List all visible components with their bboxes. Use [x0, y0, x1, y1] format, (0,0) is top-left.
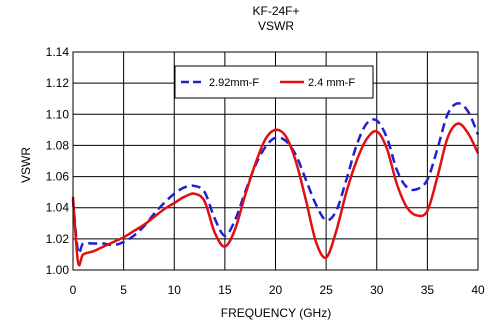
x-tick-label: 5 [120, 283, 127, 297]
x-tick-label: 35 [421, 283, 435, 297]
y-tick-label: 1.10 [46, 107, 70, 121]
x-tick-label: 25 [319, 283, 333, 297]
plot-frame [72, 51, 479, 271]
series-line-2.92mm-F [71, 102, 480, 255]
legend-box [174, 65, 374, 99]
y-tick-label: 1.02 [46, 232, 70, 246]
chart-subtitle: VSWR [258, 19, 294, 33]
legend-label-2.92mm-F: 2.92mm-F [209, 77, 259, 89]
chart-title: KF-24F+ [252, 4, 299, 18]
y-axis-label: VSWR [19, 147, 33, 183]
x-tick-label: 15 [218, 283, 232, 297]
x-tick-label: 20 [269, 283, 283, 297]
y-tick-label: 1.04 [46, 201, 70, 215]
y-tick-label: 1.08 [46, 138, 70, 152]
y-tick-label: 1.14 [46, 45, 70, 59]
y-tick-label: 1.06 [46, 170, 70, 184]
series-line-2.4mm-F [71, 122, 480, 267]
legend: 2.92mm-F 2.4 mm-F [174, 65, 374, 99]
x-tick-label: 10 [168, 283, 182, 297]
x-tick-labels: 0 5 10 15 20 25 30 35 40 [70, 283, 485, 297]
series-layer [71, 102, 480, 267]
x-tick-label: 0 [70, 283, 77, 297]
y-tick-labels: 1.00 1.02 1.04 1.06 1.08 1.10 1.12 1.14 [46, 45, 70, 277]
x-axis-label: FREQUENCY (GHz) [221, 306, 331, 320]
x-tick-label: 30 [370, 283, 384, 297]
y-tick-label: 1.12 [46, 76, 70, 90]
y-tick-label: 1.00 [46, 263, 70, 277]
legend-label-2.4mm-F: 2.4 mm-F [308, 77, 355, 89]
x-tick-label: 40 [471, 283, 485, 297]
